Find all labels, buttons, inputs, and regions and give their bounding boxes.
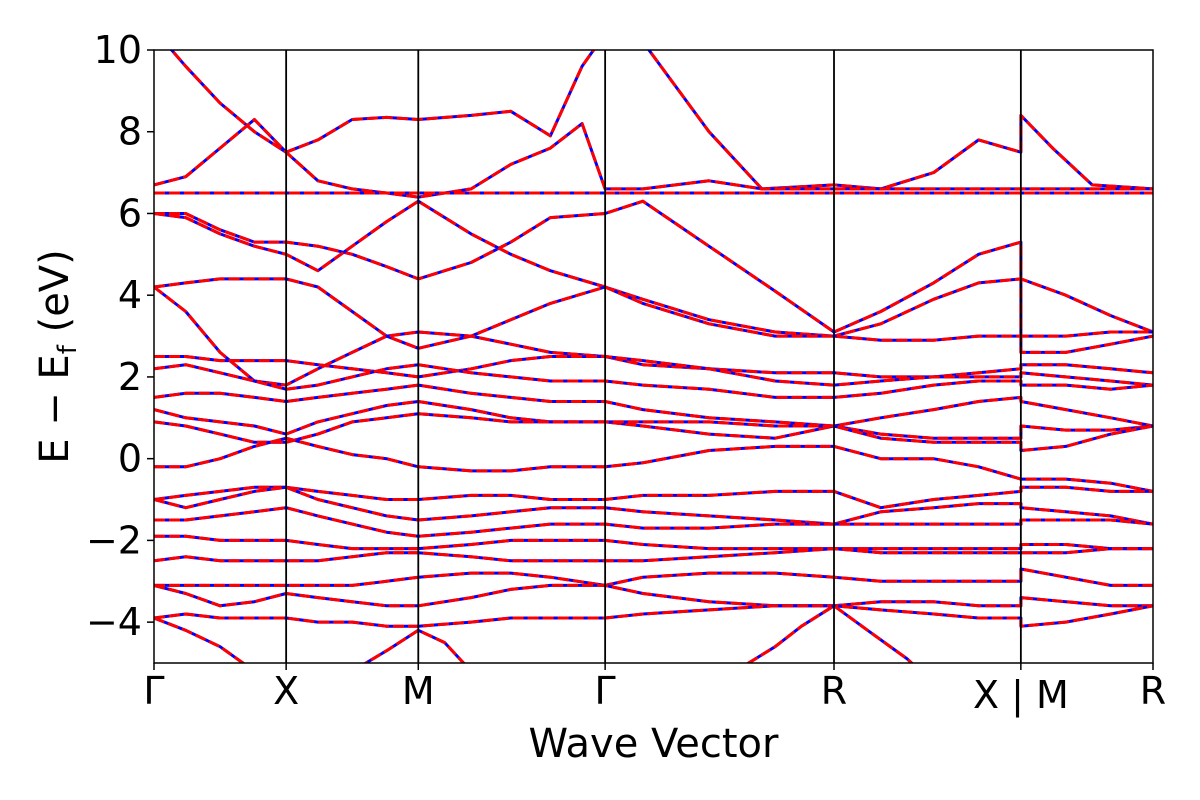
x-tick-label-2: X bbox=[273, 669, 299, 713]
band-lines bbox=[154, 50, 1153, 663]
band-1-solid bbox=[169, 50, 1153, 191]
x-tick-label-3: M bbox=[402, 669, 435, 713]
band-10-dashed bbox=[154, 383, 1153, 428]
band-23-solid bbox=[745, 604, 914, 663]
x-tick-label-1: Γ bbox=[143, 669, 164, 713]
band-13-dashed bbox=[154, 436, 1153, 493]
y-tick-label-1: −4 bbox=[86, 600, 142, 644]
band-13-solid bbox=[154, 436, 1153, 493]
band-1-dashed bbox=[169, 50, 1153, 191]
band-17-dashed bbox=[154, 534, 1153, 551]
plot-frame bbox=[153, 49, 1154, 664]
y-axis-label-suffix: (eV) bbox=[32, 249, 78, 345]
band-6-dashed bbox=[154, 277, 1153, 354]
band-2-solid bbox=[154, 118, 1153, 199]
high-symmetry-lines bbox=[285, 50, 1022, 663]
y-tick-label-2: −2 bbox=[86, 518, 142, 562]
x-tick-label-5: R bbox=[821, 669, 847, 713]
x-tick-label-4: Γ bbox=[595, 669, 616, 713]
x-axis-ticks: Γ X M Γ R X | M R bbox=[143, 663, 1166, 718]
y-axis-ticks: −4 −2 0 2 4 6 8 10 bbox=[86, 28, 154, 644]
y-tick-label-3: 0 bbox=[118, 437, 142, 481]
band-23-dashed bbox=[745, 604, 914, 663]
band-19-dashed bbox=[154, 567, 1153, 587]
band-21-dashed bbox=[154, 604, 1153, 628]
y-tick-label-8: 10 bbox=[94, 28, 142, 72]
y-axis-label: E − Ef (eV) bbox=[32, 249, 83, 464]
band-12-dashed bbox=[154, 412, 1153, 452]
band-22-dashed bbox=[154, 616, 466, 663]
band-4-solid bbox=[154, 199, 1153, 334]
band-2-dashed bbox=[154, 118, 1153, 199]
band-5-dashed bbox=[154, 199, 1153, 338]
band-12-solid bbox=[154, 412, 1153, 452]
band-11-dashed bbox=[154, 400, 1153, 440]
band-18-dashed bbox=[154, 547, 1153, 563]
band-11-solid bbox=[154, 400, 1153, 440]
band-5-solid bbox=[154, 199, 1153, 338]
y-tick-label-7: 8 bbox=[118, 110, 142, 154]
x-tick-label-6: X | M bbox=[973, 673, 1069, 718]
band-6-solid bbox=[154, 277, 1153, 354]
x-tick-label-7: R bbox=[1140, 669, 1166, 713]
band-10-solid bbox=[154, 383, 1153, 428]
y-axis-label-subscript: f bbox=[53, 344, 83, 354]
y-tick-label-4: 2 bbox=[118, 355, 142, 399]
y-tick-label-6: 6 bbox=[118, 191, 142, 235]
band-4-dashed bbox=[154, 199, 1153, 334]
y-axis-label-prefix: E − E bbox=[32, 354, 78, 464]
y-tick-label-5: 4 bbox=[118, 273, 142, 317]
band-21-solid bbox=[154, 604, 1153, 628]
x-axis-label: Wave Vector bbox=[529, 721, 780, 767]
